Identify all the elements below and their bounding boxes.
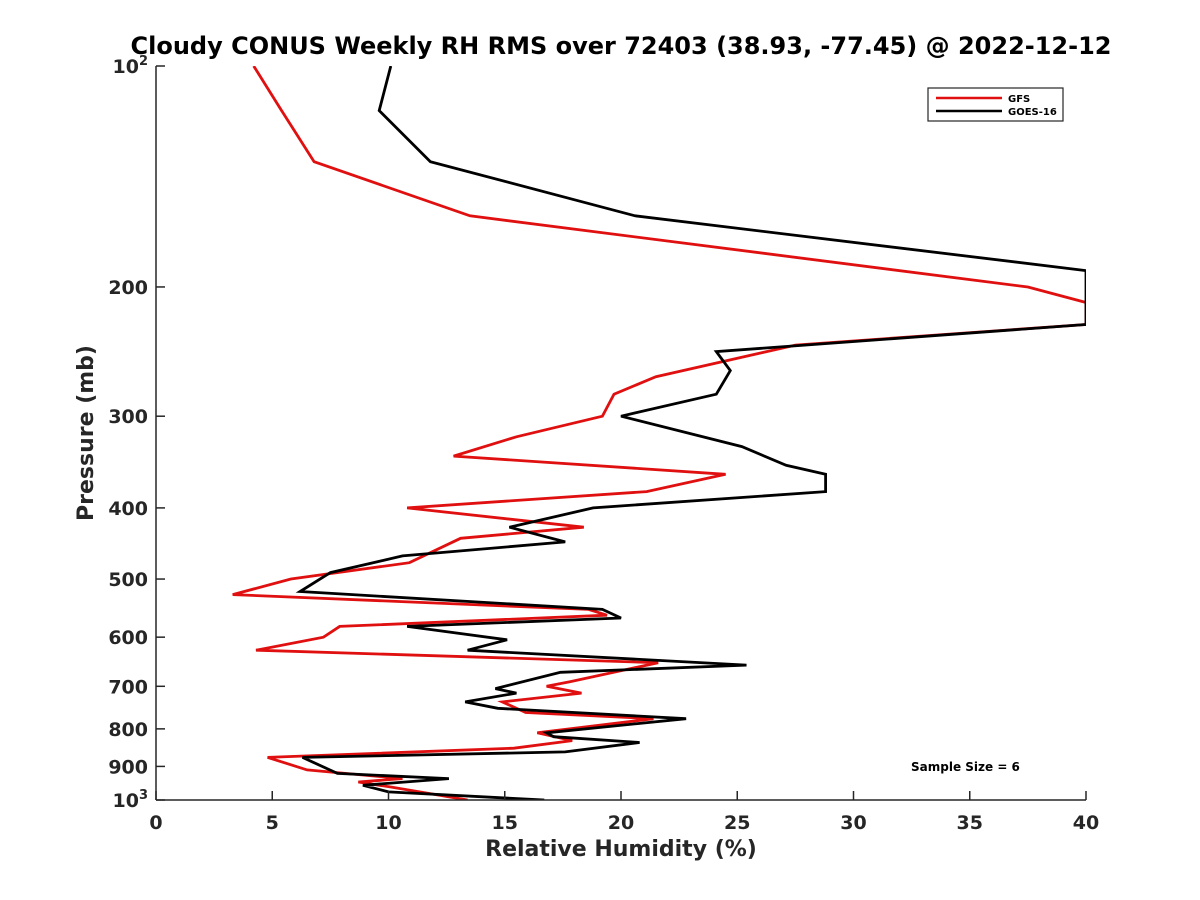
x-axis-label: Relative Humidity (%) [485, 837, 757, 862]
y-tick-label: 300 [108, 406, 148, 428]
sample-size-annotation: Sample Size = 6 [911, 760, 1020, 774]
y-axis-ticks: 102 200 300 400 500 600 700 800 900 103 [108, 54, 165, 812]
x-axis-ticks: 0 5 10 15 20 25 30 35 40 [149, 791, 1099, 834]
legend-label: GFS [1008, 94, 1030, 105]
y-tick-label: 700 [108, 676, 148, 698]
series-line-gfs [232, 66, 1086, 800]
y-tick-label: 200 [108, 277, 148, 299]
x-tick-label: 10 [375, 812, 401, 834]
y-axis-label: Pressure (mb) [74, 345, 99, 521]
y-tick-label: 600 [108, 627, 148, 649]
x-tick-label: 20 [608, 812, 634, 834]
plot-area [232, 66, 1086, 800]
legend-box [927, 87, 1064, 122]
x-tick-label: 25 [724, 812, 750, 834]
y-tick-label: 400 [108, 498, 148, 520]
x-tick-label: 30 [840, 812, 866, 834]
y-tick-label: 500 [108, 569, 148, 591]
series-line-goes-16 [295, 66, 1086, 800]
y-tick-label: 800 [108, 719, 148, 741]
x-tick-label: 15 [492, 812, 518, 834]
y-tick-label: 102 [113, 54, 149, 78]
x-tick-label: 0 [149, 812, 162, 834]
x-tick-label: 5 [266, 812, 279, 834]
legend-label: GOES-16 [1008, 107, 1057, 118]
y-tick-label: 103 [113, 788, 149, 812]
y-tick-label: 900 [108, 756, 148, 778]
legend: GFS GOES-16 [927, 87, 1064, 122]
x-tick-label: 40 [1073, 812, 1099, 834]
x-tick-label: 35 [957, 812, 983, 834]
chart-title: Cloudy CONUS Weekly RH RMS over 72403 (3… [131, 32, 1112, 60]
